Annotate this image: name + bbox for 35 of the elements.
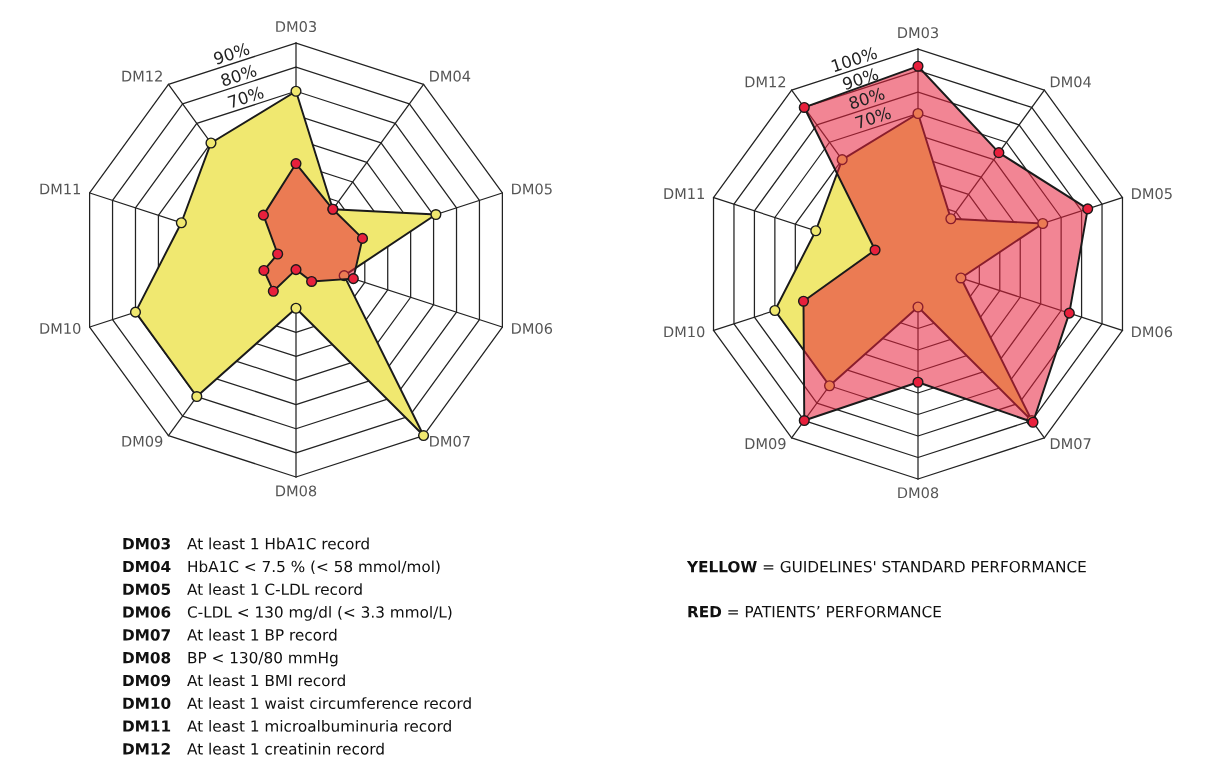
y-tick-label: 90%: [212, 42, 251, 65]
spoke-label: DM07: [430, 435, 470, 447]
text: DM10 At least 1 waist circumference record: [123, 697, 471, 710]
text: RED = PATIENTS’ PERFORMANCE: [688, 605, 941, 618]
text: DM12 At least 1 creatinin record: [123, 742, 384, 755]
text: DM11 At least 1 microalbuminuria record: [123, 720, 451, 732]
spoke-label: DM12: [745, 76, 786, 88]
spoke-label: DM10: [664, 326, 705, 338]
spoke-label: DM09: [745, 438, 786, 450]
spoke-label: DM03: [898, 27, 939, 39]
text: YELLOW = GUIDELINES' STANDARD PERFORMANCE: [686, 560, 1086, 573]
y-tick-label: 70%: [227, 85, 265, 109]
spoke-label: DM11: [664, 188, 704, 199]
spoke-label: DM05: [512, 183, 552, 195]
spoke-label: DM08: [898, 487, 939, 499]
spoke-label: DM05: [1132, 188, 1172, 200]
text: DM04 HbA1C < 7.5 % (< 58 mmol/mol): [123, 560, 440, 575]
spoke-label: DM06: [1132, 326, 1173, 338]
text: DM07 At least 1 BP record: [123, 628, 337, 641]
text: DM09 At least 1 BMI record: [123, 674, 345, 687]
text: DM08 BP < 130/80 mmHg: [123, 651, 338, 667]
spoke-label: DM07: [1050, 438, 1091, 450]
spoke-label: DM06: [512, 322, 553, 334]
spoke-label: DM04: [1050, 76, 1091, 88]
spoke-label: DM10: [40, 322, 81, 334]
spoke-label: DM03: [276, 21, 317, 33]
text: DM03 At least 1 HbA1C record: [123, 537, 369, 550]
spoke-label: DM12: [122, 70, 162, 82]
spoke-label: DM11: [40, 183, 81, 195]
spoke-label: DM08: [276, 485, 317, 497]
text: DM06 C-LDL < 130 mg/dl (< 3.3 mmol/L): [123, 606, 452, 621]
spoke-label: DM09: [122, 435, 163, 447]
text: DM05 At least 1 C-LDL record: [123, 583, 362, 596]
y-tick-label: 80%: [220, 63, 258, 87]
spoke-label: DM04: [430, 70, 471, 82]
